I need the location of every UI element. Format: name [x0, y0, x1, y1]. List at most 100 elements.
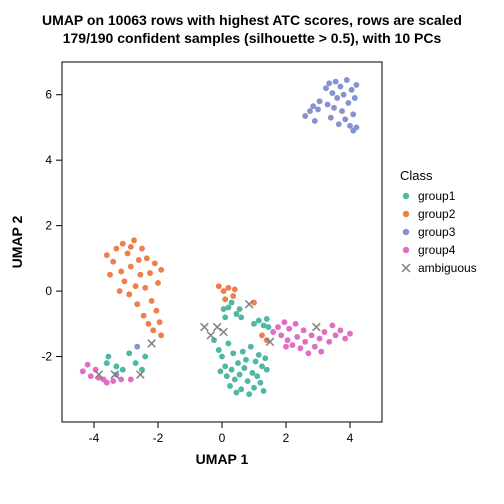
data-point [251, 385, 257, 391]
y-tick-label: 6 [45, 88, 52, 102]
data-point [113, 246, 119, 252]
data-point [323, 85, 329, 91]
data-point [221, 288, 227, 294]
data-point [238, 386, 244, 392]
data-point [336, 121, 342, 127]
data-point [240, 349, 246, 355]
y-tick-label: 0 [45, 284, 52, 298]
data-point [238, 314, 244, 320]
data-point [353, 125, 359, 131]
data-point [133, 283, 139, 289]
data-point [113, 363, 119, 369]
data-point [245, 378, 251, 384]
data-point [237, 306, 243, 312]
data-point [217, 368, 223, 374]
legend-marker-dot [403, 193, 409, 199]
data-point [120, 367, 126, 373]
data-point [325, 102, 331, 108]
data-point [128, 244, 134, 250]
data-point [142, 354, 148, 360]
scatter-plot: -4-2024-20246UMAP 1UMAP 2Classgroup1grou… [0, 0, 504, 504]
data-point [126, 350, 132, 356]
data-point [329, 323, 335, 329]
data-point [301, 327, 307, 333]
data-point [345, 100, 351, 106]
data-point [264, 316, 270, 322]
legend-marker-dot [403, 247, 409, 253]
data-point [246, 391, 252, 397]
data-point [233, 390, 239, 396]
data-point [342, 336, 348, 342]
data-point [289, 342, 295, 348]
data-point [216, 283, 222, 289]
data-point [153, 308, 159, 314]
data-point [310, 103, 316, 109]
legend-marker-dot [403, 211, 409, 217]
data-point [251, 321, 257, 327]
data-point [350, 111, 356, 117]
data-point [248, 344, 254, 350]
legend-label: group1 [418, 189, 456, 203]
data-point [326, 80, 332, 86]
data-point [222, 296, 228, 302]
data-point [128, 377, 134, 383]
legend-label: group2 [418, 207, 456, 221]
data-point [262, 355, 268, 361]
data-point [259, 332, 265, 338]
legend-label: group3 [418, 225, 456, 239]
data-point [216, 347, 222, 353]
data-point [349, 87, 355, 93]
data-point [121, 278, 127, 284]
data-point [139, 246, 145, 252]
x-tick-label: -2 [153, 431, 164, 445]
legend-label: ambiguous [418, 261, 477, 275]
y-tick-label: -2 [41, 350, 52, 364]
data-point [265, 324, 271, 330]
data-point [285, 337, 291, 343]
data-point [225, 341, 231, 347]
x-tick-label: 4 [347, 431, 354, 445]
data-point [341, 92, 347, 98]
data-point [347, 331, 353, 337]
data-point [150, 327, 156, 333]
data-point [137, 272, 143, 278]
data-point [224, 373, 230, 379]
data-point [118, 269, 124, 275]
data-point [352, 95, 358, 101]
data-point [328, 115, 334, 121]
data-point [333, 332, 339, 338]
data-point [149, 298, 155, 304]
data-point [334, 95, 340, 101]
data-point [155, 280, 161, 286]
data-point [270, 329, 276, 335]
data-point [257, 380, 263, 386]
data-point [133, 360, 139, 366]
data-point [222, 363, 228, 369]
data-point [281, 319, 287, 325]
data-point [256, 318, 262, 324]
data-point [125, 251, 131, 257]
data-point [302, 113, 308, 119]
data-point [107, 272, 113, 278]
data-point [141, 313, 147, 319]
x-tick-label: -4 [89, 431, 100, 445]
x-axis-label: UMAP 1 [196, 451, 249, 467]
data-point [232, 377, 238, 383]
data-point [147, 270, 153, 276]
data-point [136, 257, 142, 263]
data-point [134, 344, 140, 350]
data-point [110, 259, 116, 265]
data-point [131, 237, 137, 243]
data-point [259, 363, 265, 369]
data-point [142, 285, 148, 291]
data-point [104, 252, 110, 258]
data-point [235, 360, 241, 366]
data-point [315, 107, 321, 113]
data-point [243, 357, 249, 363]
data-point [278, 332, 284, 338]
data-point [264, 367, 270, 373]
data-point [118, 377, 124, 383]
legend-title: Class [400, 168, 433, 183]
data-point [342, 116, 348, 122]
data-point [219, 354, 225, 360]
